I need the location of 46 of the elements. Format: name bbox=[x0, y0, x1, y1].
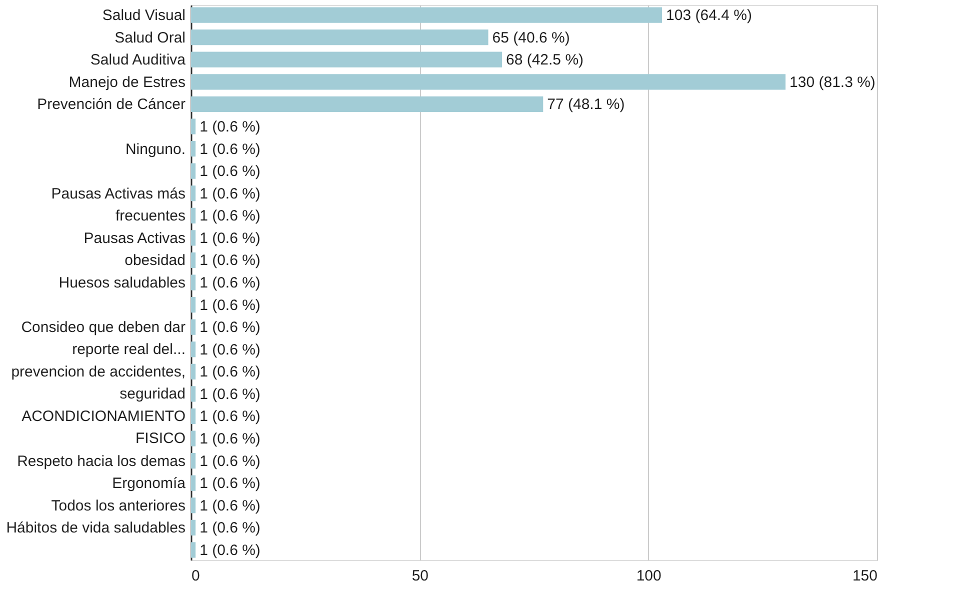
x-tick-label: 150 bbox=[852, 568, 878, 584]
data-label: 1 (0.6 %) bbox=[200, 408, 260, 426]
data-label: 1 (0.6 %) bbox=[200, 185, 260, 202]
y-tick-label: Huesos saludables bbox=[58, 274, 186, 292]
data-label: 1 (0.6 %) bbox=[200, 452, 260, 470]
data-label: 1 (0.6 %) bbox=[200, 497, 260, 514]
y-tick-label: Respeto hacia los demas bbox=[17, 452, 186, 470]
x-tick-label: 50 bbox=[412, 568, 429, 584]
y-tick-label: Salud Auditiva bbox=[90, 52, 186, 69]
data-label: 1 (0.6 %) bbox=[200, 364, 260, 381]
y-tick-label: Pausas Activas más frecuentes bbox=[51, 185, 186, 224]
data-label: 1 (0.6 %) bbox=[200, 274, 260, 292]
data-label: 1 (0.6 %) bbox=[200, 542, 260, 559]
y-tick-label: Pausas Activas bbox=[84, 230, 186, 247]
y-tick-label: Todos los anteriores bbox=[51, 497, 186, 514]
x-tick-label: 0 bbox=[192, 568, 200, 584]
data-label: 65 (40.6 %) bbox=[492, 29, 570, 46]
data-label: 1 (0.6 %) bbox=[200, 475, 260, 492]
data-label: 1 (0.6 %) bbox=[200, 252, 260, 270]
y-tick-label: Salud Oral bbox=[114, 29, 186, 46]
y-tick-label: Manejo de Estres bbox=[68, 74, 186, 91]
y-tick-label: Ergonomía bbox=[112, 475, 186, 492]
y-tick-label: Ninguno. bbox=[125, 140, 186, 158]
y-tick-label: ACONDICIONAMIENTO FISICO bbox=[22, 408, 186, 448]
y-tick-label: obesidad bbox=[124, 252, 186, 270]
y-tick-label: Consideo que deben dar reporte real del... bbox=[21, 319, 186, 358]
y-tick-label: Salud Visual bbox=[102, 7, 186, 24]
data-label: 1 (0.6 %) bbox=[200, 341, 260, 358]
data-label: 1 (0.6 %) bbox=[200, 430, 260, 448]
data-label: 68 (42.5 %) bbox=[506, 52, 584, 69]
data-label: 130 (81.3 %) bbox=[790, 74, 876, 91]
data-label: 103 (64.4 %) bbox=[666, 7, 752, 24]
data-label: 1 (0.6 %) bbox=[200, 140, 260, 158]
data-label: 1 (0.6 %) bbox=[200, 319, 260, 336]
data-label: 1 (0.6 %) bbox=[200, 163, 260, 180]
data-label: 1 (0.6 %) bbox=[200, 296, 260, 314]
data-label: 1 (0.6 %) bbox=[200, 386, 260, 403]
x-tick-label: 100 bbox=[636, 568, 662, 584]
data-label: 1 (0.6 %) bbox=[200, 230, 260, 247]
y-tick-label: Hábitos de vida saludables bbox=[6, 520, 186, 537]
y-tick-label: prevencion de accidentes, seguridad bbox=[11, 364, 186, 403]
data-label: 1 (0.6 %) bbox=[200, 208, 260, 225]
data-label: 1 (0.6 %) bbox=[200, 520, 260, 537]
data-label: 1 (0.6 %) bbox=[200, 118, 260, 136]
y-tick-label: Prevención de Cáncer bbox=[37, 96, 186, 114]
data-label: 77 (48.1 %) bbox=[547, 96, 625, 114]
